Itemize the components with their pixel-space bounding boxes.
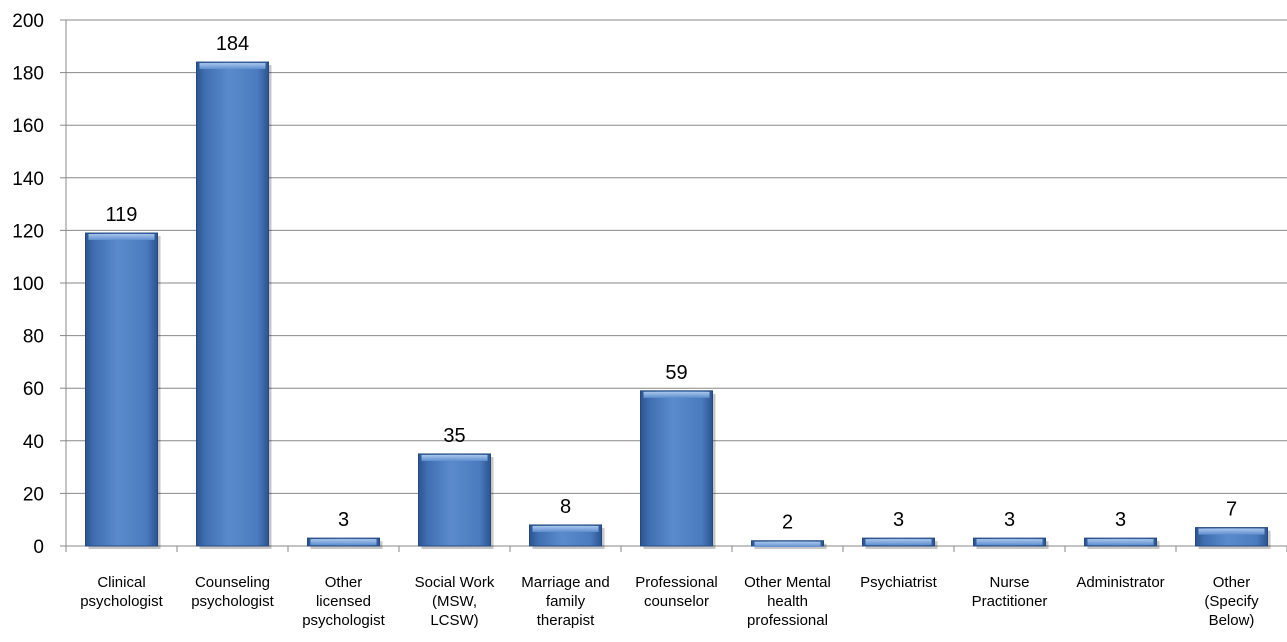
- y-tick-label: 140: [12, 169, 44, 190]
- bar: [85, 232, 158, 547]
- category-label: Social Work (MSW, LCSW): [415, 574, 495, 629]
- category-label: Nurse Practitioner: [972, 574, 1048, 610]
- data-label: 3: [338, 509, 349, 531]
- bar-bevel: [1087, 539, 1154, 546]
- bar-bevel: [643, 391, 710, 398]
- y-tick-label: 60: [23, 379, 44, 400]
- y-tick-label: 180: [12, 64, 44, 85]
- bar-bevel: [199, 63, 266, 70]
- data-label: 35: [443, 425, 465, 447]
- bar-bevel: [1198, 528, 1265, 535]
- y-tick-label: 80: [23, 327, 44, 348]
- data-label: 3: [1004, 509, 1015, 531]
- data-label: 119: [106, 204, 138, 226]
- bar: [640, 390, 713, 547]
- y-tick-label: 120: [12, 221, 44, 242]
- y-tick-label: 160: [12, 116, 44, 137]
- category-label: Clinical psychologist: [80, 574, 163, 610]
- y-tick-label: 0: [33, 537, 44, 558]
- bar-bevel: [976, 539, 1043, 546]
- bar-bevel: [88, 234, 155, 241]
- data-label: 2: [782, 512, 793, 534]
- gridlines: [66, 19, 1287, 494]
- data-label: 8: [560, 496, 571, 518]
- category-label: Psychiatrist: [860, 574, 938, 591]
- data-label: 184: [216, 33, 249, 55]
- y-tick-label: 200: [12, 11, 44, 32]
- bar: [418, 453, 491, 547]
- bar-bevel: [865, 539, 932, 546]
- bars: [85, 61, 1271, 549]
- data-labels: 119 184 3 35 8 59 2 3 3 3 7: [106, 33, 1238, 534]
- bar-bevel: [532, 525, 599, 532]
- category-label: Administrator: [1076, 574, 1164, 591]
- bar: [196, 61, 269, 547]
- y-tick-label: 100: [12, 274, 44, 295]
- bar-bevel: [421, 454, 488, 461]
- bar-bevel: [310, 539, 377, 546]
- data-label: 59: [665, 362, 687, 384]
- category-label: Other Mental health professional: [744, 574, 831, 629]
- y-tick-label: 40: [23, 432, 44, 453]
- category-label: Other (Specify Below): [1204, 574, 1259, 629]
- data-label: 7: [1226, 499, 1237, 521]
- category-label: Professional counselor: [635, 574, 718, 610]
- y-tick-label: 20: [23, 484, 44, 505]
- bar-bevel: [754, 541, 821, 547]
- category-label: Marriage and family therapist: [521, 574, 609, 629]
- y-tick-labels: 0 20 40 60 80 100 120 140 160 180 200: [12, 11, 44, 558]
- category-label: Other licensed psychologist: [302, 574, 385, 629]
- category-label: Counseling psychologist: [191, 574, 274, 610]
- category-labels: Clinical psychologist Counseling psychologi…: [80, 574, 1259, 629]
- data-label: 3: [893, 509, 904, 531]
- data-label: 3: [1115, 509, 1126, 531]
